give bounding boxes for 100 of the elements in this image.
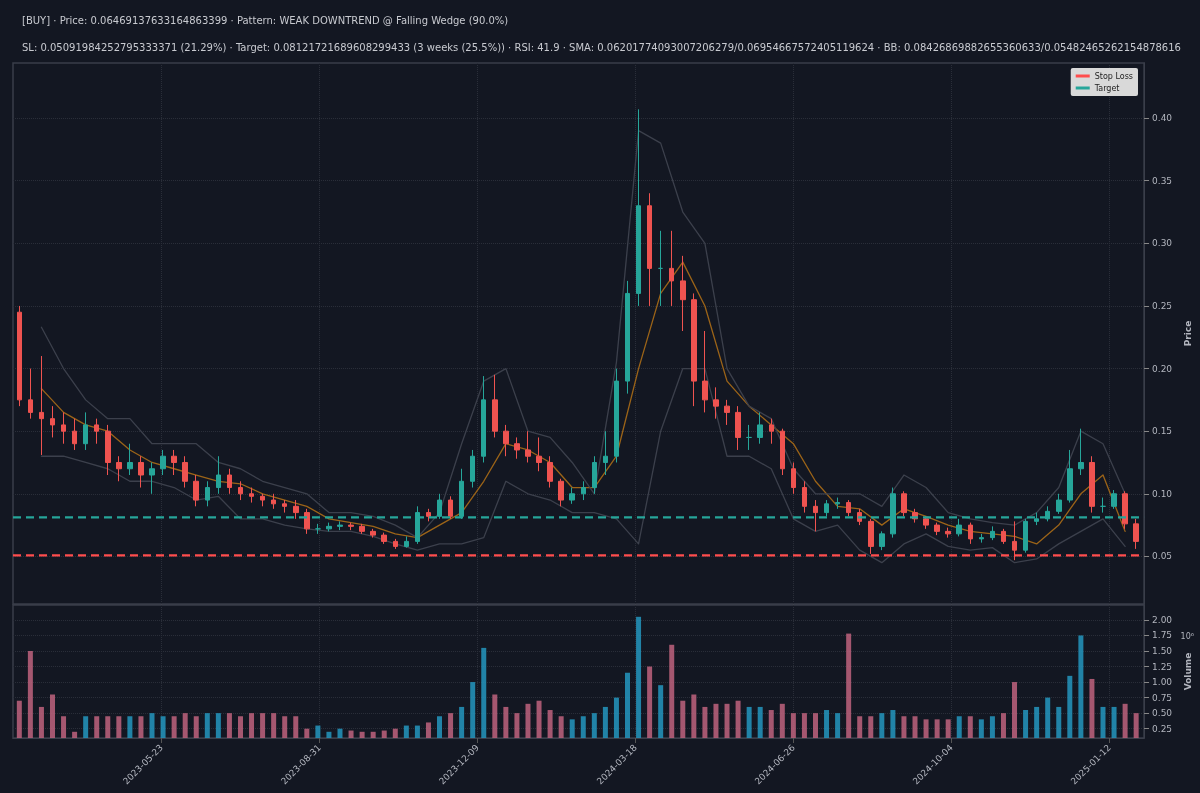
candlestick <box>94 418 99 445</box>
candlestick <box>934 522 940 536</box>
candlestick <box>780 428 785 476</box>
y-tick-label: 1.00 <box>1152 677 1173 688</box>
candlestick <box>746 424 752 451</box>
candlestick <box>603 430 608 476</box>
candlestick <box>72 418 77 451</box>
line-series <box>40 261 1126 545</box>
candlestick <box>326 522 332 532</box>
candlestick <box>39 355 44 456</box>
y-tick-label: 0.05 <box>1152 551 1173 562</box>
candlestick <box>293 499 299 520</box>
candlestick <box>138 455 144 489</box>
candlestick <box>647 192 652 307</box>
candlestick <box>260 493 265 507</box>
legend-label: Stop Loss <box>1094 71 1133 81</box>
candlestick <box>835 497 840 510</box>
candlestick <box>581 480 586 501</box>
candlestick <box>381 532 387 545</box>
y-tick-label: 0.15 <box>1152 426 1173 437</box>
candlestick <box>735 405 741 451</box>
y-tick-label: 1.75 <box>1152 630 1173 641</box>
candlestick <box>216 455 221 495</box>
candlestick <box>83 411 88 451</box>
candlestick <box>680 255 686 332</box>
candlestick <box>492 374 498 438</box>
candlestick <box>1023 518 1028 554</box>
line-series <box>40 129 1126 539</box>
candlestick <box>558 478 564 507</box>
candlestick <box>337 520 343 531</box>
chart-title: [BUY] · Price: 0.06469137633164863399 · Pattern: WEAK DOWNTREND @ Falling Wedge (90.0%) <box>22 14 509 26</box>
legend-label: Target <box>1093 83 1120 93</box>
candlestick <box>393 538 398 550</box>
candlestick <box>846 499 851 517</box>
candlestick <box>791 461 796 495</box>
y-axis-title: Price <box>1182 320 1193 347</box>
candlestick <box>481 375 486 463</box>
candlestick <box>1078 428 1084 476</box>
candlestick <box>171 449 177 476</box>
candlestick <box>956 518 962 537</box>
candlestick <box>370 528 376 539</box>
candlestick <box>149 461 155 495</box>
y-tick-label: 0.50 <box>1152 708 1173 719</box>
candlestick <box>193 474 199 507</box>
candlestick <box>802 480 807 514</box>
candlestick <box>879 530 885 551</box>
candlestick <box>636 108 641 307</box>
candlestick <box>61 411 66 445</box>
candlestick <box>271 493 276 510</box>
candlestick <box>569 487 575 505</box>
candlestick <box>315 523 321 535</box>
candlestick <box>614 368 619 463</box>
candlestick <box>127 443 133 476</box>
candlestick <box>547 455 553 489</box>
candlestick <box>249 487 254 504</box>
candlestick <box>359 523 365 535</box>
candlestick <box>990 525 995 541</box>
candlestick <box>901 490 907 517</box>
y-axis-title: Volume <box>1182 652 1193 691</box>
candlestick <box>116 455 122 482</box>
candlestick <box>50 405 55 438</box>
candlestick <box>470 449 475 489</box>
candlestick <box>1122 490 1128 530</box>
candlestick <box>1012 520 1017 561</box>
candlestick <box>348 522 354 531</box>
candlestick <box>813 499 818 532</box>
candlestick <box>625 280 630 395</box>
y-tick-label: 1.50 <box>1152 645 1173 656</box>
candlestick <box>205 480 210 507</box>
candlestick <box>945 527 951 539</box>
candlestick <box>1056 493 1062 515</box>
candlestick <box>160 449 166 476</box>
y-tick-label: 0.35 <box>1152 175 1173 186</box>
y-tick-label: 0.25 <box>1152 300 1173 311</box>
line-series <box>40 367 1126 564</box>
candlestick <box>282 499 287 514</box>
candlestick <box>769 418 774 445</box>
candlestick <box>979 533 984 544</box>
candlestick <box>503 424 509 457</box>
candlestick <box>1111 489 1117 510</box>
candlestick <box>28 368 33 420</box>
candlestick <box>1067 449 1073 504</box>
candlestick <box>238 480 243 501</box>
candlestick <box>592 455 597 495</box>
candlestick <box>724 399 730 426</box>
candlestick <box>105 424 111 476</box>
candlestick <box>968 522 973 545</box>
candlestick <box>868 518 874 555</box>
candlestick <box>702 330 708 413</box>
text: 10⁶ <box>1180 631 1194 641</box>
candlestick <box>691 292 697 407</box>
candlestick <box>658 230 663 307</box>
candlestick <box>1133 518 1139 550</box>
chart-subtitle: SL: 0.05091984252795333371 (21.29%) · Target: 0.08121721689608299433 (3 weeks (25.5%)) · RSI: 41.9 · SMA: 0.06201774093007206279/0.06954667572405119624 · BB: 0.08426869882655360633/0.05482465262154878616 <box>22 41 1181 53</box>
candlestick <box>1100 497 1106 514</box>
candlestick <box>525 430 531 463</box>
y-tick-label: 0.30 <box>1152 238 1173 249</box>
candlestick <box>669 230 674 307</box>
candlestick <box>227 468 232 495</box>
candlestick <box>448 495 453 520</box>
